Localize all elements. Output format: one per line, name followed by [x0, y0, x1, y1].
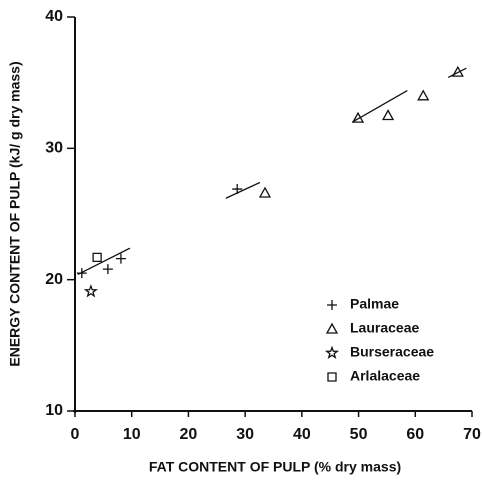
x-tick-label: 0	[71, 426, 80, 443]
legend-marker	[327, 300, 337, 310]
marker	[76, 268, 87, 279]
marker	[258, 186, 272, 198]
marker	[351, 111, 365, 123]
marker	[83, 284, 98, 298]
marker	[232, 184, 243, 195]
y-tick-label: 40	[45, 8, 63, 25]
fit-line	[352, 89, 408, 123]
marker	[92, 252, 102, 262]
x-tick-label: 30	[236, 426, 254, 443]
marker	[417, 89, 430, 101]
fit-line	[225, 181, 261, 199]
x-tick-label: 10	[123, 426, 141, 443]
marker	[381, 109, 395, 121]
legend-label: Burseraceae	[350, 344, 434, 360]
y-axis-title: ENERGY CONTENT OF PULP (kJ/ g dry mass)	[7, 61, 23, 366]
y-tick-label: 30	[45, 140, 63, 157]
x-tick-label: 40	[293, 426, 311, 443]
x-tick-label: 20	[180, 426, 198, 443]
x-tick-label: 70	[463, 426, 481, 443]
x-axis-title: FAT CONTENT OF PULP (% dry mass)	[149, 459, 401, 475]
x-tick-label: 60	[406, 426, 424, 443]
legend-label: Palmae	[350, 296, 399, 312]
fit-line	[77, 247, 131, 275]
legend-marker	[327, 372, 337, 382]
marker	[102, 264, 113, 275]
legend-label: Arlalaceae	[350, 368, 420, 384]
marker	[451, 65, 464, 77]
legend-label: Lauraceae	[350, 320, 419, 336]
legend-marker	[325, 322, 339, 334]
y-tick-label: 10	[45, 402, 63, 419]
fit-line	[447, 67, 467, 78]
legend-marker	[324, 345, 340, 360]
x-tick-label: 50	[350, 426, 368, 443]
marker	[115, 253, 126, 264]
y-tick-label: 20	[45, 271, 63, 288]
